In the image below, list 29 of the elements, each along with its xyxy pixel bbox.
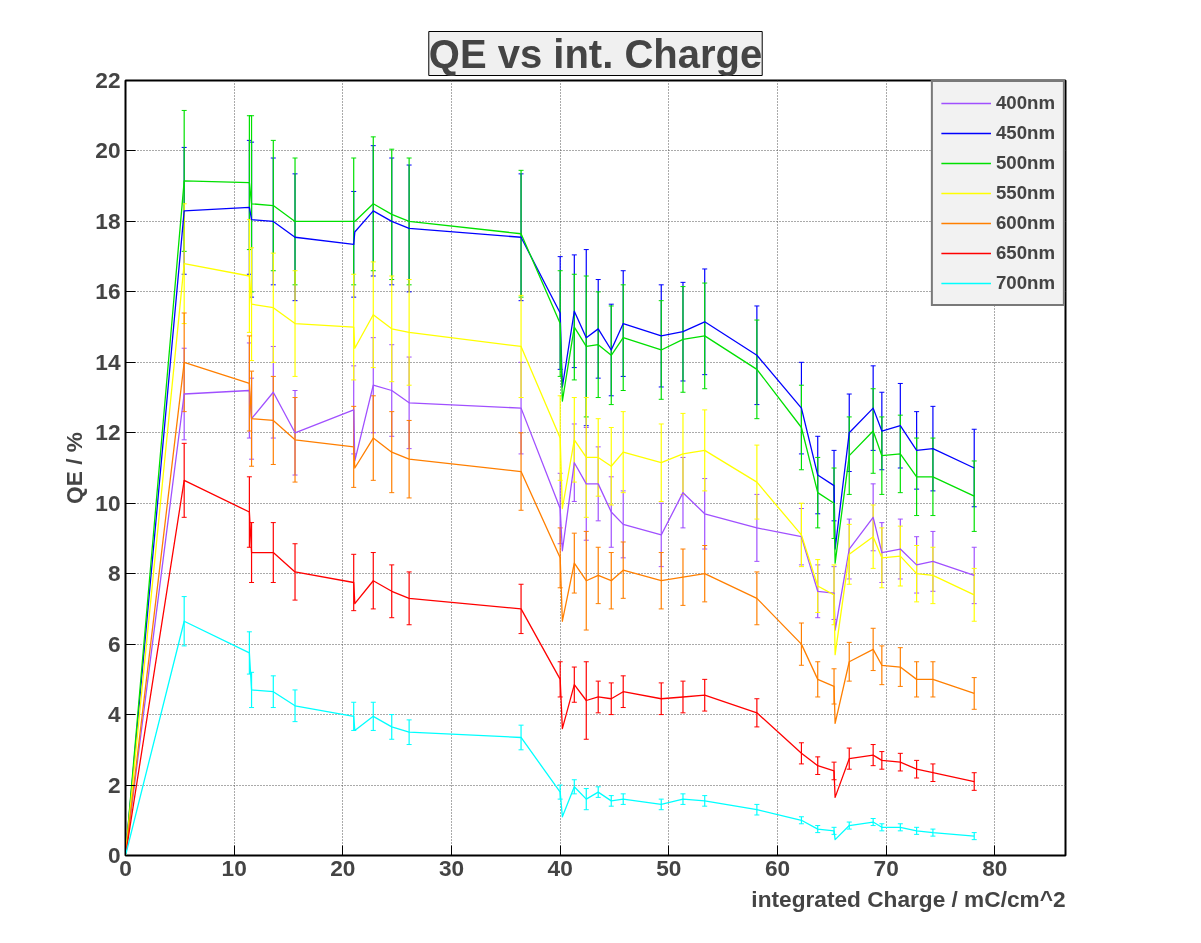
y-tick-label: 8 bbox=[107, 560, 121, 587]
legend-label: 450nm bbox=[995, 122, 1055, 144]
legend-label: 550nm bbox=[995, 182, 1055, 204]
x-tick-label: 50 bbox=[656, 854, 682, 881]
legend-label: 400nm bbox=[995, 92, 1055, 114]
x-tick-label: 40 bbox=[547, 854, 573, 881]
y-tick-label: 18 bbox=[95, 207, 121, 234]
y-tick-label: 16 bbox=[95, 278, 121, 305]
x-tick-label: 60 bbox=[764, 854, 791, 881]
y-tick-label: 22 bbox=[95, 67, 121, 93]
chart-title: QE vs int. Charge bbox=[428, 31, 763, 76]
legend-label: 500nm bbox=[995, 152, 1055, 174]
y-axis-title: QE / % bbox=[61, 432, 88, 504]
y-tick-label: 2 bbox=[107, 771, 121, 798]
y-tick-label: 10 bbox=[95, 489, 121, 516]
legend-label: 600nm bbox=[995, 212, 1055, 234]
x-tick-label: 70 bbox=[873, 854, 899, 881]
y-tick-label: 12 bbox=[95, 419, 121, 446]
y-tick-label: 4 bbox=[107, 701, 121, 728]
x-tick-label: 80 bbox=[982, 854, 1008, 881]
y-tick-label: 14 bbox=[95, 348, 121, 375]
y-tick-label: 6 bbox=[107, 630, 121, 657]
legend-label: 650nm bbox=[995, 242, 1055, 264]
x-tick-label: 30 bbox=[438, 854, 465, 881]
x-axis-title: integrated Charge / mC/cm^2 bbox=[751, 885, 1066, 912]
y-tick-label: 20 bbox=[95, 137, 121, 164]
legend-label: 700nm bbox=[995, 272, 1055, 294]
x-tick-label: 20 bbox=[330, 854, 356, 881]
x-tick-label: 10 bbox=[221, 854, 247, 881]
